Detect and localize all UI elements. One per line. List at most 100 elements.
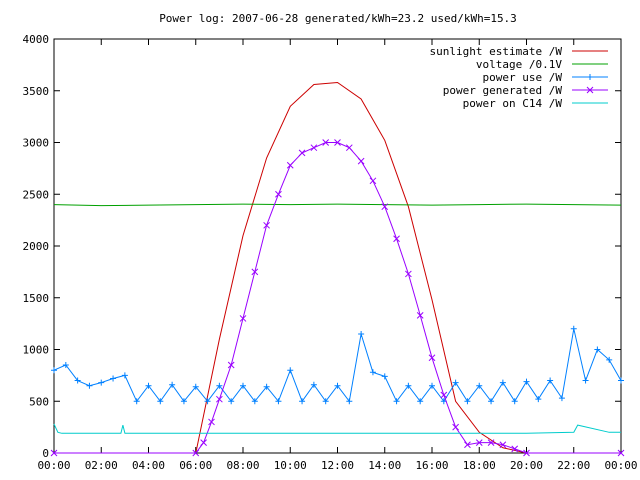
data-point-power-use-w	[157, 398, 164, 405]
data-point-power-use-w	[358, 330, 365, 337]
data-point-power-use-w	[251, 398, 258, 405]
data-point-power-use-w	[240, 382, 246, 389]
data-point-power-use-w	[417, 398, 424, 405]
data-point-power-use-w	[145, 382, 152, 389]
data-point-power-generated-w	[345, 144, 353, 152]
data-point-power-generated-w	[416, 311, 424, 319]
data-point-power-generated-w	[200, 439, 207, 447]
data-point-power-generated-w	[227, 361, 235, 369]
series-sunlight-estimate-w	[195, 81, 527, 454]
data-point-power-use-w	[133, 398, 140, 405]
data-point-power-generated-w	[334, 139, 341, 146]
data-point-power-generated-w	[617, 449, 625, 457]
legend-label: power use /W	[483, 71, 563, 84]
y-tick-label: 1500	[23, 292, 50, 305]
data-point-power-generated-w	[393, 235, 400, 243]
data-point-power-generated-w	[275, 190, 282, 198]
data-point-power-generated-w	[381, 203, 389, 211]
x-tick-label: 00:00	[37, 459, 70, 472]
y-tick-label: 0	[42, 447, 49, 460]
y-tick-label: 4000	[23, 33, 50, 46]
data-point-power-use-w	[192, 383, 199, 390]
data-point-power-use-w	[452, 379, 459, 386]
series-layer	[50, 81, 625, 457]
data-point-power-generated-w	[357, 157, 365, 165]
data-point-power-use-w	[204, 398, 211, 405]
data-point-power-generated-w	[475, 439, 483, 447]
chart-title: Power log: 2007-06-28 generated/kWh=23.2…	[159, 12, 517, 25]
y-axis: 0 500 1000 1500 2000 2500 3000 3500 4000	[23, 33, 621, 460]
data-point-power-use-w	[547, 377, 554, 384]
data-point-power-use-w	[86, 382, 93, 389]
x-tick-label: 22:00	[557, 459, 590, 472]
data-point-power-generated-w	[452, 423, 459, 431]
x-tick-label: 10:00	[274, 459, 307, 472]
data-point-power-generated-w	[428, 354, 436, 362]
y-tick-label: 1000	[23, 344, 50, 357]
data-point-power-use-w	[594, 346, 601, 353]
data-point-power-use-w	[606, 356, 613, 363]
data-point-power-use-w	[582, 377, 589, 384]
data-point-power-use-w	[275, 398, 282, 405]
data-point-power-use-w	[216, 382, 223, 389]
x-tick-label: 16:00	[415, 459, 448, 472]
legend-label: power on C14 /W	[463, 97, 563, 110]
data-point-power-use-w	[499, 379, 506, 386]
series-power-use-w	[51, 325, 624, 405]
data-point-power-generated-w	[464, 441, 471, 449]
series-line-power-use-w	[53, 328, 622, 403]
data-point-power-use-w	[429, 382, 435, 389]
series-power-generated-w	[50, 139, 625, 457]
data-point-power-generated-w	[50, 449, 58, 457]
series-line-power-generated-w	[54, 142, 621, 454]
data-point-power-use-w	[488, 398, 495, 405]
y-tick-label: 3000	[23, 137, 50, 150]
data-point-power-use-w	[169, 381, 176, 388]
series-voltage-0-1v	[53, 203, 622, 207]
data-point-power-use-w	[511, 398, 518, 405]
data-point-power-generated-w	[523, 449, 530, 457]
data-point-power-use-w	[228, 398, 235, 405]
data-point-power-use-w	[476, 382, 483, 389]
data-point-power-use-w	[393, 398, 400, 405]
data-point-power-use-w	[464, 398, 471, 405]
data-point-power-generated-w	[251, 268, 259, 276]
data-point-power-use-w	[62, 362, 69, 369]
data-point-power-use-w	[346, 398, 353, 405]
data-point-power-use-w	[299, 398, 306, 405]
series-power-on-c14-w	[53, 423, 621, 434]
y-tick-label: 500	[29, 395, 49, 408]
data-point-power-use-w	[523, 378, 530, 385]
data-point-power-generated-w	[405, 270, 412, 278]
y-tick-label: 2000	[23, 240, 50, 253]
data-point-power-generated-w	[322, 139, 330, 146]
x-tick-label: 12:00	[321, 459, 354, 472]
x-tick-label: 04:00	[132, 459, 165, 472]
data-point-power-use-w	[334, 382, 341, 389]
x-tick-label: 08:00	[226, 459, 259, 472]
legend-label: sunlight estimate /W	[430, 45, 563, 58]
data-point-power-use-w	[535, 396, 542, 403]
x-tick-label: 06:00	[179, 459, 212, 472]
legend-marker	[586, 86, 594, 94]
data-point-power-use-w	[570, 325, 577, 332]
legend-label: voltage /0.1V	[476, 58, 562, 71]
data-point-power-use-w	[51, 367, 57, 374]
data-point-power-generated-w	[216, 395, 223, 403]
x-tick-label: 20:00	[510, 459, 543, 472]
data-point-power-use-w	[98, 379, 105, 386]
data-point-power-use-w	[381, 373, 388, 380]
data-point-power-use-w	[121, 372, 128, 379]
x-tick-label: 02:00	[85, 459, 118, 472]
data-point-power-generated-w	[440, 391, 448, 399]
data-point-power-use-w	[369, 369, 376, 376]
data-point-power-generated-w	[499, 441, 507, 449]
data-point-power-use-w	[322, 398, 329, 405]
data-point-power-generated-w	[310, 144, 318, 152]
data-point-power-generated-w	[208, 418, 215, 426]
x-tick-label: 14:00	[368, 459, 401, 472]
legend-marker	[587, 74, 593, 80]
data-point-power-generated-w	[511, 445, 519, 453]
y-tick-label: 2500	[23, 188, 50, 201]
x-tick-label: 18:00	[463, 459, 496, 472]
